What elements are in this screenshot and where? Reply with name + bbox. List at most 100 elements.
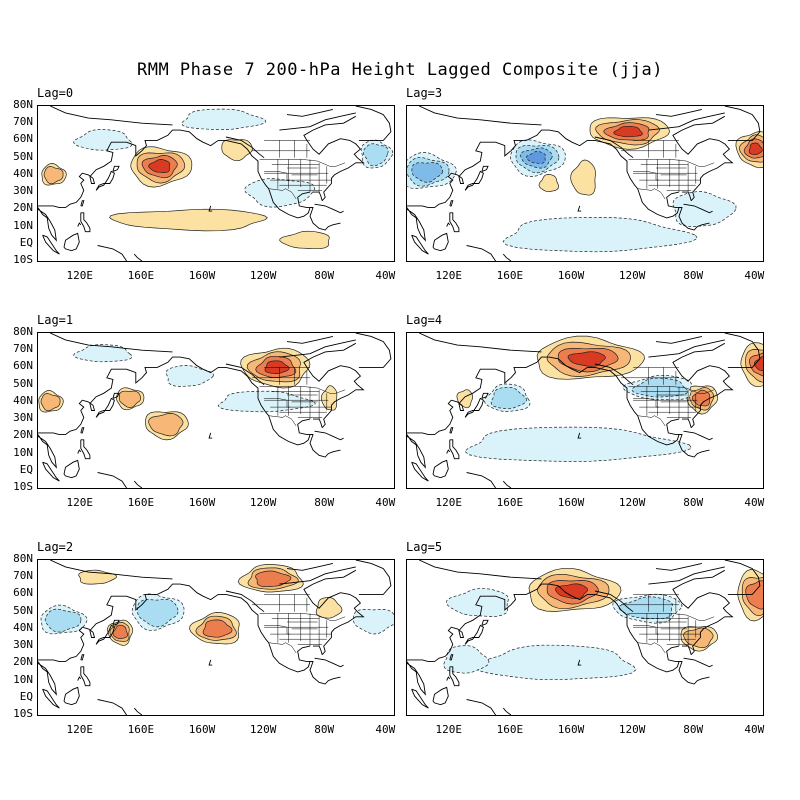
coastline [297, 191, 313, 209]
latitude-tick-label: 40N [13, 166, 33, 180]
negative-anomaly-contour [137, 599, 179, 628]
latitude-tick-label: 70N [13, 115, 33, 129]
political-border [633, 398, 660, 408]
longitude-tick-label: 160E [127, 269, 155, 282]
longitude-tick-label: 40W [744, 723, 765, 736]
latitude-tick-label: 80N [13, 325, 33, 338]
coastline [464, 624, 484, 645]
negative-anomaly-contour [244, 178, 316, 208]
coastline [38, 434, 57, 469]
coastline [682, 191, 692, 201]
latitude-tick-label: EQ [19, 462, 33, 476]
negative-anomaly-contour [411, 162, 444, 183]
coastline [683, 430, 713, 441]
negative-anomaly-contour [73, 344, 133, 363]
political-border [637, 642, 666, 654]
coastline [683, 657, 713, 668]
negative-anomaly-contour [362, 143, 389, 167]
coastline [407, 583, 710, 685]
political-border [628, 159, 715, 167]
political-border [259, 613, 346, 621]
coastline [286, 562, 334, 571]
latitude-tick-label: 30N [13, 638, 33, 652]
coastline [655, 108, 703, 117]
coastline [314, 657, 344, 668]
coastline [481, 165, 489, 172]
coastline [297, 418, 313, 436]
coastline [419, 333, 542, 353]
coastline [466, 699, 496, 715]
positive-anomaly-contour [613, 125, 643, 138]
coastline [50, 560, 173, 580]
latitude-tick-label: 60N [13, 359, 33, 373]
map-frame [37, 332, 395, 489]
coastline [42, 688, 60, 709]
positive-anomaly-contour [456, 389, 474, 409]
latitude-tick-label: 10S [13, 253, 33, 266]
coastline [286, 335, 334, 344]
latitude-tick-label: 50N [13, 603, 33, 617]
coastline [133, 480, 143, 488]
longitude-tick-label: 40W [744, 496, 765, 509]
coastline [63, 232, 80, 252]
coastline [279, 112, 356, 131]
coastline [42, 234, 60, 255]
longitude-tick-label: 80W [314, 723, 335, 736]
panel-lag-label: Lag=4 [406, 313, 443, 327]
map-panel: Lag=2 [37, 540, 395, 716]
coastline [672, 342, 734, 428]
height-anomaly-map [38, 333, 392, 488]
coastline [225, 363, 265, 386]
latitude-tick-label: 10N [13, 445, 33, 459]
coastline [97, 472, 127, 488]
coastline [95, 397, 115, 418]
latitude-tick-label: 80N [13, 552, 33, 565]
coastline [407, 356, 710, 458]
longitude-tick-label: 120E [435, 269, 463, 282]
negative-anomaly-contour [443, 645, 490, 674]
coastline [38, 129, 341, 231]
coastline [666, 191, 682, 209]
longitude-tick-label: 40W [375, 723, 396, 736]
coastline [411, 461, 429, 482]
political-border [637, 188, 666, 200]
coastline [724, 560, 761, 595]
longitude-tick-label: 160W [188, 723, 216, 736]
coastline [502, 480, 512, 488]
coastline [313, 191, 323, 201]
coastline [666, 418, 682, 436]
longitude-tick-label: 160E [496, 269, 524, 282]
longitude-tick-label: 120W [249, 269, 277, 282]
coastline [466, 472, 496, 488]
latitude-tick-label: 60N [13, 132, 33, 146]
political-border [259, 159, 346, 167]
latitude-tick-label: 20N [13, 655, 33, 669]
coastline [38, 207, 57, 242]
positive-anomaly-contour [118, 390, 142, 408]
coastline [481, 619, 489, 626]
coastline [464, 170, 484, 191]
negative-anomaly-contour [181, 108, 267, 131]
coastline [449, 666, 460, 687]
coastline [303, 569, 365, 655]
map-panel: Lag=5 [406, 540, 764, 716]
coastline [683, 203, 713, 214]
map-frame [406, 332, 764, 489]
coastline [80, 200, 85, 207]
negative-anomaly-contour [165, 365, 214, 387]
positive-anomaly-contour [315, 597, 343, 619]
longitude-tick-label: 40W [375, 269, 396, 282]
latitude-tick-label: 10S [13, 707, 33, 720]
positive-anomaly-contour [148, 413, 184, 437]
panel-lag-label: Lag=3 [406, 86, 443, 100]
coastline [724, 106, 761, 141]
coastline [724, 333, 761, 368]
coastline [672, 569, 734, 655]
coastline [577, 659, 582, 666]
longitude-tick-label: 120E [66, 269, 94, 282]
coastline [577, 432, 582, 439]
negative-anomaly-contour [490, 386, 527, 410]
political-border [259, 386, 346, 394]
latitude-tick-label: 50N [13, 376, 33, 390]
positive-anomaly-contour [109, 208, 268, 232]
